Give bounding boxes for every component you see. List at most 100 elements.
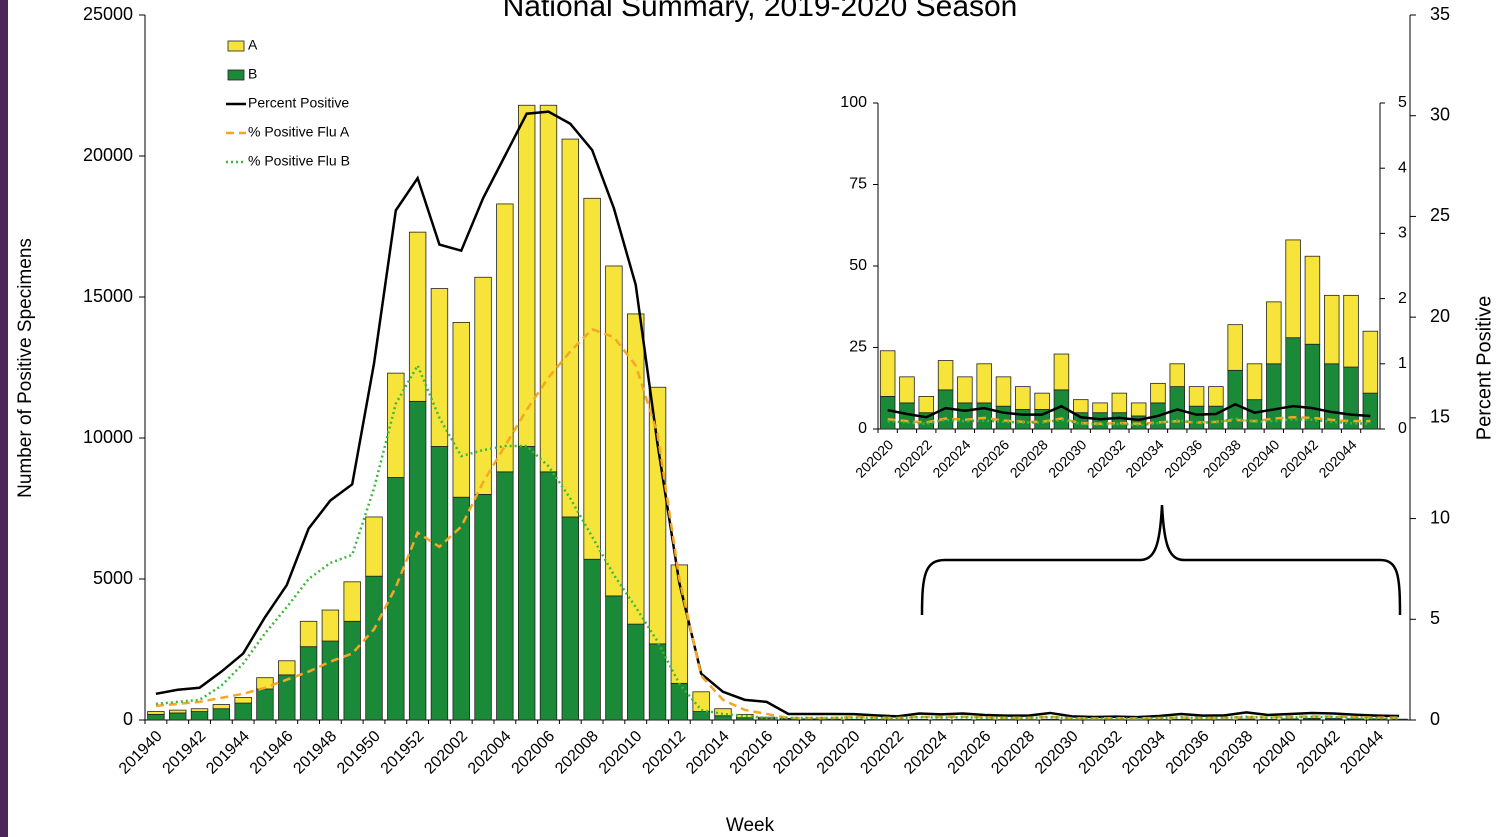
bar [879, 350, 896, 397]
y2-tick-label: 20 [1430, 306, 1450, 326]
y-tick-label: 10000 [83, 427, 133, 447]
x-tick-label: 201948 [290, 728, 340, 778]
x-tick-label: 202036 [1163, 728, 1213, 778]
x-tick-label: 202018 [770, 728, 820, 778]
x-tick-label: 202030 [1045, 436, 1089, 480]
bar [517, 446, 536, 721]
x-tick-label: 201946 [247, 728, 297, 778]
bar [1303, 717, 1321, 720]
bar [147, 713, 165, 721]
y2-tick-label: 15 [1430, 407, 1450, 427]
line-series [155, 110, 1400, 719]
x-tick-label: 202026 [945, 728, 995, 778]
x-tick-label: 202030 [1032, 728, 1082, 778]
x-tick-label: 202028 [1007, 436, 1051, 480]
bar [1111, 412, 1128, 430]
bar [1150, 382, 1166, 404]
y2-tick-label: 3 [1398, 225, 1407, 242]
bar [1111, 392, 1128, 414]
y-tick-label: 5000 [93, 568, 133, 588]
bar [256, 688, 274, 721]
y2-tick-label: 35 [1430, 4, 1450, 24]
bar [1188, 386, 1205, 407]
y-tick-label: 25000 [83, 4, 133, 24]
bar [1015, 386, 1031, 410]
y-tick-label: 0 [123, 709, 133, 729]
bar [1034, 392, 1050, 410]
bar [234, 702, 252, 721]
bar [1246, 363, 1263, 401]
x-tick-label: 202024 [901, 728, 951, 778]
legend-label: % Positive Flu B [248, 153, 350, 169]
x-tick-label: 202004 [465, 728, 515, 778]
x-tick-label: 201940 [116, 728, 166, 778]
bar [1304, 343, 1321, 430]
bar [995, 405, 1012, 430]
y2-tick-label: 1 [1398, 355, 1407, 372]
y-tick-label: 75 [849, 176, 867, 193]
bar [1208, 386, 1224, 407]
bar [1169, 363, 1186, 388]
bar [539, 104, 558, 473]
y-axis-label: Number of Positive Specimens [15, 238, 36, 498]
bar [1324, 718, 1343, 720]
bar [278, 660, 296, 676]
bar [995, 376, 1012, 407]
x-tick-label: 202016 [727, 728, 777, 778]
x-tick-label: 202014 [683, 728, 733, 778]
bar [147, 711, 165, 715]
bar [299, 620, 318, 648]
bar [1266, 301, 1282, 365]
bar [1188, 405, 1205, 430]
bar [1072, 399, 1089, 414]
bar [1246, 399, 1263, 430]
bar [692, 711, 710, 721]
legend-label: Percent Positive [248, 95, 349, 111]
bar [212, 704, 231, 710]
bar [517, 104, 536, 447]
x-tick-label: 201942 [160, 728, 210, 778]
x-tick-label: 202034 [1122, 436, 1166, 480]
x-tick-label: 202010 [596, 728, 646, 778]
bar [1362, 330, 1379, 394]
x-tick-label: 202034 [1119, 728, 1169, 778]
y-tick-label: 0 [858, 420, 867, 437]
chart-title: National Summary, 2019-2020 Season [503, 0, 1018, 23]
bar [343, 620, 361, 721]
bar [918, 395, 935, 414]
bar [430, 288, 449, 447]
legend-label: B [248, 66, 257, 82]
bar [561, 138, 579, 518]
bar [321, 609, 340, 642]
bar [299, 646, 318, 721]
x-tick-label: 201952 [378, 728, 428, 778]
y2-tick-label: 25 [1430, 205, 1450, 225]
y2-axis-label: Percent Positive [1473, 296, 1495, 441]
bar [430, 446, 449, 721]
x-tick-label: 202012 [639, 728, 689, 778]
bar [234, 697, 252, 704]
bar [1092, 402, 1108, 414]
bar [452, 321, 470, 498]
x-tick-label: 202040 [1250, 728, 1300, 778]
bar [1323, 294, 1340, 365]
x-tick-label: 202026 [968, 436, 1012, 480]
x-tick-label: 202036 [1161, 436, 1205, 480]
y2-tick-label: 10 [1430, 507, 1450, 527]
side-band [0, 0, 8, 837]
bar [1285, 337, 1301, 430]
x-tick-label: 202038 [1206, 728, 1256, 778]
legend-swatch [227, 69, 245, 81]
line-series [887, 417, 1371, 427]
bar [387, 477, 405, 721]
y2-tick-label: 5 [1398, 94, 1407, 111]
bar [321, 640, 340, 721]
bar [1092, 412, 1108, 430]
bar [1285, 239, 1301, 339]
x-tick-label: 202038 [1200, 436, 1244, 480]
bar [605, 265, 623, 597]
bar [1390, 718, 1408, 721]
bar [937, 360, 954, 391]
line-series [155, 362, 1400, 721]
